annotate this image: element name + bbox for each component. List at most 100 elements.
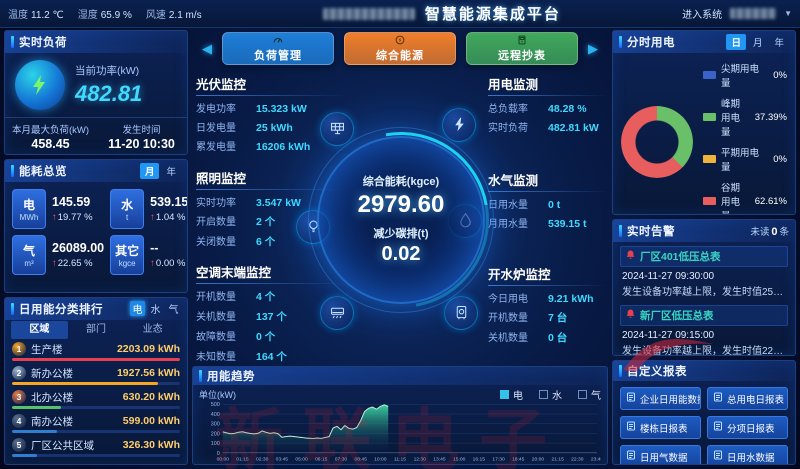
- ranking-name: 新办公楼: [31, 367, 73, 380]
- panel-realtime-alarms: 实时告警 未读 0 条 厂区401低压总表 2024-11-27 09:30:00 发生…: [612, 219, 796, 357]
- weather-value: 65.9 %: [100, 10, 132, 21]
- ranking-row: 4 南办公楼 599.00 kWh: [12, 413, 180, 433]
- tou-legend-item: 尖期用电量 0%: [703, 61, 787, 89]
- core-carbon-label: 减少碳排(t): [373, 228, 429, 241]
- core-carbon-value: 0.02: [381, 243, 421, 266]
- alarm-item[interactable]: 厂区401低压总表 2024-11-27 09:30:00 发生设备功率越上限，发生…: [620, 246, 788, 298]
- panel-daily-ranking: 日用能分类排行 电水气 区域 部门 业态 1 生产楼 2203.09 kWh 2 新办公楼 1…: [4, 296, 188, 465]
- monitor-value: 0 个: [256, 330, 276, 343]
- svg-text:01:15: 01:15: [236, 457, 249, 463]
- svg-text:17:30: 17:30: [492, 457, 505, 463]
- monitor-row: 总负载率 48.28 %: [488, 100, 608, 115]
- monitor-value: 16206 kWh: [256, 140, 311, 153]
- up-arrow-icon: ↑: [52, 212, 57, 224]
- energy-type-name: 水: [121, 198, 134, 213]
- monitor-value: 4 个: [256, 290, 276, 303]
- ranking-bar-fill: [12, 453, 38, 457]
- rank-badge: 1: [12, 342, 26, 357]
- report-button[interactable]: 日用气数据: [620, 445, 701, 465]
- document-icon: [713, 392, 723, 405]
- energy-value: 26089.00: [52, 241, 105, 256]
- trend-legend-气[interactable]: 气: [578, 387, 601, 402]
- energy-type-name: 电: [22, 198, 35, 213]
- svg-text:500: 500: [211, 403, 220, 409]
- tou-legend-item: 谷期用电量 62.61%: [703, 180, 787, 214]
- weather-label: 风速: [145, 10, 166, 21]
- tou-tab[interactable]: 年: [774, 38, 784, 49]
- svg-text:10:00: 10:00: [374, 457, 387, 463]
- ranking-type-tab[interactable]: 水: [150, 305, 161, 317]
- panel-title: 分时用电: [627, 37, 675, 49]
- ranking-type-tab[interactable]: 电: [130, 301, 145, 317]
- legend-checkbox[interactable]: [500, 389, 509, 399]
- monitor-label: 开机数量: [488, 312, 528, 324]
- energy-overview-tab[interactable]: 年: [166, 167, 176, 179]
- nav-left-arrow-icon[interactable]: ◀: [202, 40, 212, 56]
- energy-type-name: 其它: [115, 244, 140, 259]
- alarm-device: 厂区401低压总表: [640, 251, 721, 264]
- report-button[interactable]: 总用电日报表: [707, 387, 788, 411]
- report-button[interactable]: 楼栋日报表: [620, 416, 701, 440]
- alarm-name: 厂区401低压总表: [620, 246, 788, 268]
- report-button[interactable]: 企业日用能数据: [620, 387, 701, 411]
- trend-legend-电[interactable]: 电: [500, 387, 523, 402]
- legend-swatch: [703, 71, 716, 79]
- trend-legend-label: 水: [552, 390, 562, 402]
- monitor-ac: 空调末端监控 开机数量 4 个关机数量 137 个故障数量 0 个未知数量 164 个: [196, 261, 346, 368]
- panel-accent: [199, 370, 202, 383]
- trend-legend-水[interactable]: 水: [539, 387, 562, 402]
- nav-button-远程抄表[interactable]: 远程抄表: [466, 32, 578, 66]
- tou-tab[interactable]: 月: [752, 38, 763, 49]
- document-icon: [713, 450, 723, 463]
- nav-button-综合能源[interactable]: 综合能源: [344, 32, 456, 66]
- legend-checkbox[interactable]: [539, 389, 548, 399]
- svg-text:100: 100: [211, 442, 220, 448]
- ranking-row: 3 北办公楼 630.20 kWh: [12, 389, 180, 409]
- report-button[interactable]: 日用水数据: [707, 445, 788, 465]
- rank-badge: 4: [12, 414, 26, 429]
- monitor-label: 实时功率: [196, 197, 236, 209]
- monitor-row: 关机数量 0 台: [488, 329, 608, 345]
- weather-item: 风速 2.1 m/s: [146, 6, 202, 21]
- nav-button-负荷管理[interactable]: 负荷管理: [222, 32, 334, 66]
- monitor-label: 总负载率: [488, 103, 528, 115]
- censored-username[interactable]: [730, 8, 777, 19]
- chevron-down-icon[interactable]: ▼: [784, 9, 792, 18]
- ranking-name: 北办公楼: [31, 391, 73, 404]
- energy-change: ↑19.77 %: [52, 212, 93, 223]
- monitor-row: 日用水量 0 t: [488, 196, 608, 211]
- monitor-title: 空调末端监控: [196, 261, 346, 284]
- monitor-value: 7 台: [548, 311, 568, 324]
- ranking-sub-tab[interactable]: 部门: [86, 323, 106, 335]
- boiler-icon: [444, 295, 478, 330]
- report-button-label: 日用水数据: [727, 452, 775, 464]
- alarm-item[interactable]: 新厂区低压总表 2024-11-27 09:15:00 发生设备功率越上限，发生时值…: [620, 305, 788, 355]
- panel-accent: [619, 36, 622, 48]
- ranking-bar: [12, 405, 180, 409]
- document-icon: [626, 450, 636, 463]
- svg-text:05:00: 05:00: [295, 457, 308, 463]
- monitor-label: 实时负荷: [488, 122, 528, 134]
- enter-system-link[interactable]: 进入系统: [682, 10, 723, 21]
- ranking-sub-tab[interactable]: 区域: [11, 320, 68, 339]
- panel-accent: [11, 302, 14, 315]
- energy-overview-tab[interactable]: 月: [139, 163, 160, 180]
- svg-text:12:30: 12:30: [414, 457, 427, 463]
- report-button[interactable]: 分项日报表: [707, 416, 788, 440]
- nav-button-label: 综合能源: [376, 50, 424, 63]
- meter-icon: [516, 34, 529, 47]
- tou-tab[interactable]: 日: [726, 34, 746, 50]
- tou-legend-label: 平期用电量: [721, 148, 760, 173]
- nav-right-arrow-icon[interactable]: ▶: [588, 40, 598, 56]
- legend-checkbox[interactable]: [578, 389, 587, 399]
- monitor-title: 光伏监控: [196, 73, 346, 96]
- monitor-row: 今日用电 9.21 kWh: [488, 290, 608, 305]
- current-power-label: 当前功率(kW): [75, 65, 140, 77]
- energy-change: ↑1.04 %: [150, 212, 187, 223]
- energy-value: 145.59: [52, 195, 91, 210]
- ranking-type-tab[interactable]: 气: [168, 305, 179, 317]
- ranking-sub-tab[interactable]: 业态: [142, 323, 163, 335]
- energy-type-badge: 其它 kgce: [110, 235, 145, 276]
- energy-overview-values: 26089.00 ↑22.65 %: [52, 241, 104, 269]
- ranking-bar-fill: [12, 405, 61, 409]
